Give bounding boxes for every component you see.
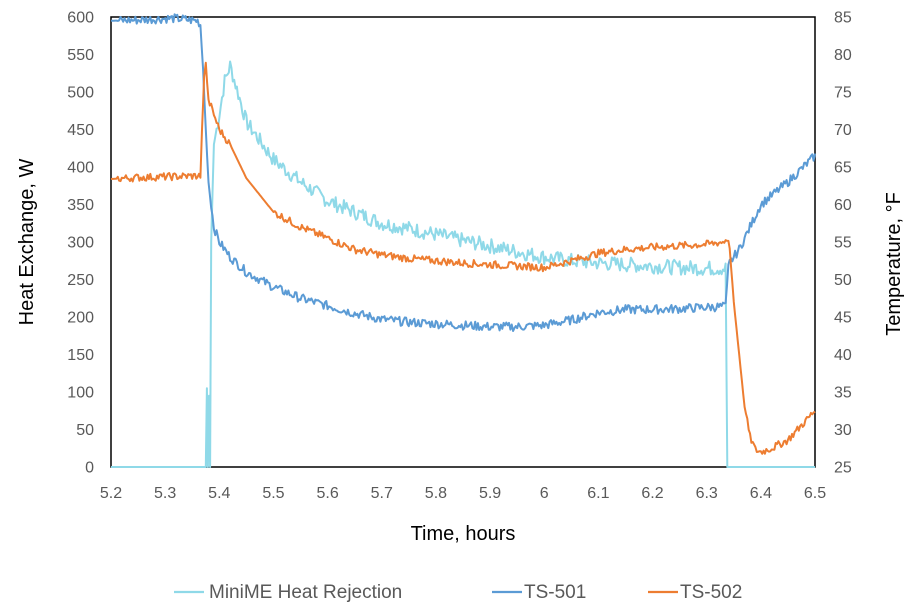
right-y-tick-label: 45 (834, 310, 852, 327)
x-tick-label: 5.7 (371, 485, 393, 502)
x-tick-label: 5.3 (154, 485, 176, 502)
right-y-tick-label: 70 (834, 122, 852, 139)
x-tick-label: 6.4 (750, 485, 772, 502)
right-y-axis-title: Temperature, °F (883, 192, 905, 336)
left-y-tick-label: 0 (85, 460, 94, 477)
left-y-tick-label: 200 (67, 310, 94, 327)
left-y-tick-label: 250 (67, 272, 94, 289)
right-y-tick-label: 85 (834, 10, 852, 27)
x-tick-label: 6.2 (641, 485, 663, 502)
legend-item-ts-501: TS-501 (492, 582, 586, 603)
left-y-tick-label: 150 (67, 347, 94, 364)
right-y-tick-label: 65 (834, 160, 852, 177)
left-y-tick-label: 100 (67, 385, 94, 402)
left-y-tick-label: 400 (67, 160, 94, 177)
x-axis-tick-labels: 5.2 5.3 5.4 5.5 5.6 5.7 5.8 5.9 6 6.1 6.2 6.3 6.4 6.5 (100, 485, 826, 502)
x-tick-label: 5.5 (262, 485, 284, 502)
left-y-axis-tick-labels: 0 50 100 150 200 250 300 350 400 450 500 550 600 (67, 10, 94, 477)
x-tick-label: 6.1 (587, 485, 609, 502)
x-tick-label: 5.6 (316, 485, 338, 502)
legend-item-minime-heat-rejection: MiniME Heat Rejection (174, 582, 402, 603)
left-y-tick-label: 50 (76, 422, 94, 439)
left-y-tick-label: 500 (67, 85, 94, 102)
right-y-tick-label: 30 (834, 422, 852, 439)
left-y-tick-label: 450 (67, 122, 94, 139)
legend-label: TS-501 (524, 582, 586, 603)
right-y-axis-tick-labels: 25 30 35 40 45 50 55 60 65 70 75 80 85 (834, 10, 852, 477)
legend-item-ts-502: TS-502 (648, 582, 742, 603)
left-y-tick-label: 600 (67, 10, 94, 27)
legend-label: MiniME Heat Rejection (209, 582, 402, 603)
series-line-minime-heat-rejection (111, 60, 815, 468)
plot-area (110, 16, 816, 468)
series-line-ts-501 (110, 13, 816, 332)
right-y-tick-label: 60 (834, 197, 852, 214)
left-y-tick-label: 550 (67, 47, 94, 64)
x-axis-title: Time, hours (411, 523, 516, 545)
x-tick-label: 5.9 (479, 485, 501, 502)
right-y-tick-label: 80 (834, 47, 852, 64)
x-tick-label: 5.8 (425, 485, 447, 502)
right-y-tick-label: 40 (834, 347, 852, 364)
right-y-tick-label: 55 (834, 235, 852, 252)
series-layer (110, 13, 816, 468)
x-tick-label: 6.5 (804, 485, 826, 502)
right-y-tick-label: 75 (834, 85, 852, 102)
legend: MiniME Heat Rejection TS-501 TS-502 (174, 582, 742, 603)
right-y-tick-label: 50 (834, 272, 852, 289)
legend-label: TS-502 (680, 582, 742, 603)
left-y-tick-label: 350 (67, 197, 94, 214)
right-y-tick-label: 35 (834, 385, 852, 402)
series-line-ts-502 (110, 61, 816, 455)
left-y-axis-title: Heat Exchange, W (16, 159, 38, 326)
x-tick-label: 5.2 (100, 485, 122, 502)
x-tick-label: 6.3 (696, 485, 718, 502)
x-tick-label: 5.4 (208, 485, 230, 502)
right-y-tick-label: 25 (834, 460, 852, 477)
x-tick-label: 6 (540, 485, 549, 502)
left-y-tick-label: 300 (67, 235, 94, 252)
